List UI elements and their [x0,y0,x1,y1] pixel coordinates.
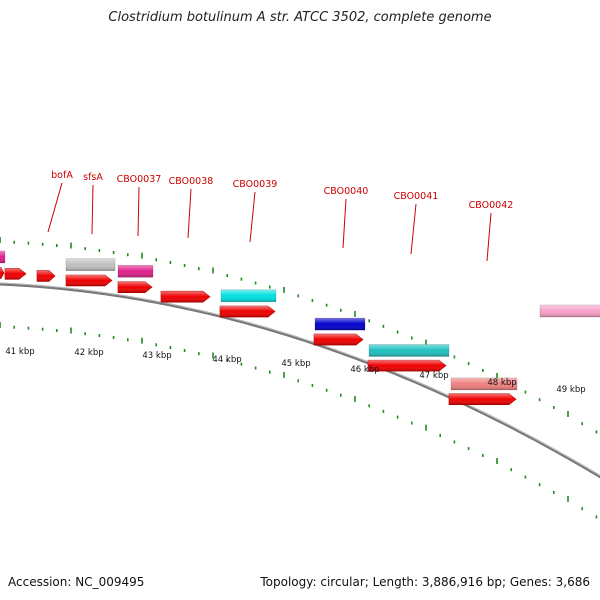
gene-label: sfsA [83,172,103,183]
gene-bar-shade [369,344,449,357]
cds-arrow-shade [0,267,4,279]
gene-label: CBO0040 [324,186,369,197]
gene-label-leader [187,188,192,239]
gene-features-layer [0,250,600,406]
gene-label-leader [486,212,492,262]
gene-label-leader [249,191,256,243]
backbone-highlight [0,282,600,477]
genome-summary-text: Topology: circular; Length: 3,886,916 bp… [260,575,590,589]
gene-label: CBO0041 [394,191,439,202]
gene-label-leader [342,198,347,249]
gene-bar-shade [315,318,365,331]
gene-label: CBO0037 [117,174,162,185]
gene-label-leader [47,182,63,233]
gene-bar-shade [540,305,600,317]
kbp-scale-label: 49 kbp [556,385,585,395]
gene-label-leader [91,184,94,235]
gene-bar-shade [221,289,276,302]
backbone-line [0,282,600,479]
accession-text: Accession: NC_009495 [8,575,145,589]
cds-arrow-shade [314,334,363,346]
gene-label: CBO0039 [233,179,278,190]
gene-label: CBO0042 [469,200,514,211]
label-layer: bofA sfsA CBO0037 CBO0038 CBO0039 CBO0040 CBO0… [5,170,585,395]
cds-arrow-shade [5,268,26,280]
kbp-scale-label: 43 kbp [142,351,171,361]
kbp-scale-label: 45 kbp [281,359,310,369]
cds-arrow-shade [220,306,275,318]
kbp-scale-label: 47 kbp [419,371,448,381]
cds-arrow-shade [118,281,152,293]
kbp-scale-label: 44 kbp [212,355,241,365]
tick-marks-layer [0,237,598,519]
cds-arrow-shade [368,360,446,372]
cds-arrow-shade [449,393,516,405]
backbone-layer [0,282,600,479]
gene-label: bofA [51,170,73,181]
map-title: Clostridium botulinum A str. ATCC 3502, … [108,10,492,25]
gene-bar-shade [118,265,153,278]
gene-bar-shade [0,251,5,263]
gene-label: CBO0038 [169,176,214,187]
gene-label-leader [410,203,417,255]
kbp-scale-label: 48 kbp [487,378,516,388]
cds-arrow-shade [161,291,210,303]
cds-arrow-shade [66,274,112,286]
gene-label-leader [137,186,140,237]
cds-arrow-shade [37,270,55,282]
gene-bar-shade [66,258,115,271]
kbp-scale-label: 46 kbp [350,365,379,375]
kbp-scale-label: 41 kbp [5,347,34,357]
gene-bar-shade [451,377,517,390]
kbp-scale-label: 42 kbp [74,348,103,358]
